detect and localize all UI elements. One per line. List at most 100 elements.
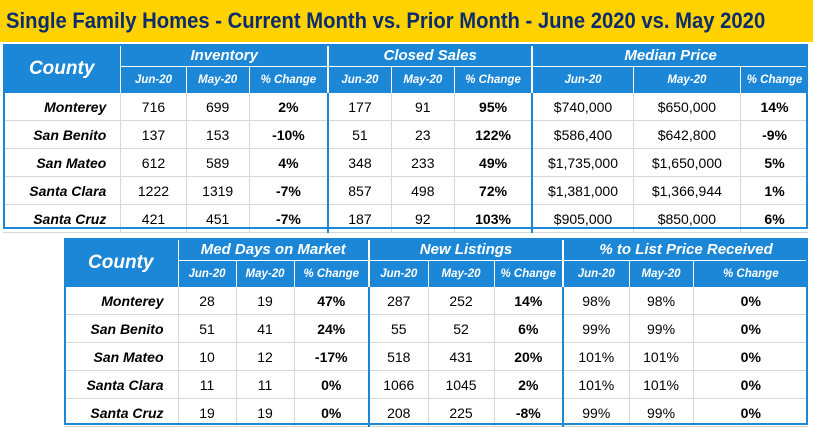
value-cell: $1,381,000 <box>531 176 634 205</box>
value-cell: 716 <box>120 93 187 121</box>
value-cell: 1222 <box>120 176 187 205</box>
percent-change-cell: 4% <box>248 148 329 177</box>
percent-change-cell: 2% <box>248 93 329 121</box>
value-cell: $850,000 <box>632 204 741 233</box>
percent-change-cell: 0% <box>293 398 370 427</box>
value-cell: 1045 <box>427 370 495 399</box>
subheader--change: % Change <box>493 260 564 287</box>
value-cell: $905,000 <box>531 204 634 233</box>
group-header-list-price-received: % to List Price Received <box>562 238 809 261</box>
table-row: Santa Cruz 19 19 0% 208 225 -8% 99% 99% 0% <box>64 398 809 427</box>
county-name: Santa Clara <box>64 370 178 399</box>
subheader-row: Jun-20 May-20% Change Jun-20 May-20% Change… <box>3 66 808 93</box>
subheader-may-20: May-20 <box>235 260 294 287</box>
subheader-jun-20: Jun-20 <box>368 260 429 287</box>
market-table-2: County Med Days on Market New Listings %… <box>64 238 809 427</box>
percent-change-cell: 6% <box>493 314 564 343</box>
value-cell: $740,000 <box>531 93 634 121</box>
subheader--change: % Change <box>453 66 533 93</box>
value-cell: 19 <box>235 287 294 315</box>
table-row: Monterey 716 699 2% 177 91 95% $740,000 $650,000… <box>3 93 808 121</box>
value-cell: 99% <box>628 398 694 427</box>
county-name: Monterey <box>64 287 178 315</box>
table-row: San Benito 51 41 24% 55 52 6% 99% 99% 0% <box>64 314 809 343</box>
percent-change-cell: 72% <box>453 176 533 205</box>
percent-change-cell: -10% <box>248 120 329 149</box>
table-row: San Benito 137 153 -10% 51 23 122% $586,400 $642… <box>3 120 808 149</box>
percent-change-cell: -17% <box>293 342 370 371</box>
value-cell: 431 <box>427 342 495 371</box>
group-header-median-price: Median Price <box>531 44 808 67</box>
value-cell: 612 <box>120 148 187 177</box>
value-cell: 55 <box>368 314 429 343</box>
table-row: San Mateo 10 12 -17% 518 431 20% 101% 101% 0% <box>64 342 809 371</box>
table-row: Monterey 28 19 47% 287 252 14% 98% 98% 0% <box>64 287 809 315</box>
value-cell: 99% <box>562 398 630 427</box>
percent-change-cell: 2% <box>493 370 564 399</box>
value-cell: $642,800 <box>632 120 741 149</box>
subheader-may-20: May-20 <box>390 66 455 93</box>
percent-change-cell: 20% <box>493 342 564 371</box>
percent-change-cell: -9% <box>740 120 808 149</box>
value-cell: 187 <box>327 204 392 233</box>
value-cell: 589 <box>185 148 250 177</box>
subheader--change: % Change <box>293 260 370 287</box>
county-header: County <box>3 44 122 93</box>
table-row: Santa Clara 1222 1319 -7% 857 498 72% $1,381,00… <box>3 176 808 205</box>
group-header-inventory: Inventory <box>190 46 258 64</box>
county-name: San Mateo <box>64 342 178 371</box>
value-cell: $1,735,000 <box>531 148 634 177</box>
group-header-new-listings: New Listings <box>368 238 564 261</box>
percent-change-cell: -7% <box>248 176 329 205</box>
subheader-row: Jun-20 May-20% Change Jun-20 May-20% Change… <box>64 260 809 287</box>
table-row: Santa Clara 11 11 0% 1066 1045 2% 101% 101% 0% <box>64 370 809 399</box>
value-cell: 51 <box>177 314 236 343</box>
value-cell: $586,400 <box>531 120 634 149</box>
percent-change-cell: 6% <box>740 204 808 233</box>
subheader--change: % Change <box>248 66 329 93</box>
market-table-1: County Inventory Closed Sales Median Pri… <box>3 44 808 233</box>
value-cell: 98% <box>562 287 630 315</box>
percent-change-cell: -7% <box>248 204 329 233</box>
subheader-jun-20: Jun-20 <box>327 66 392 93</box>
value-cell: 153 <box>185 120 250 149</box>
percent-change-cell: 0% <box>293 370 370 399</box>
percent-change-cell: 103% <box>453 204 533 233</box>
percent-change-cell: 14% <box>493 287 564 315</box>
value-cell: 99% <box>562 314 630 343</box>
subheader-jun-20: Jun-20 <box>177 260 236 287</box>
group-header-closed-sales: Closed Sales <box>327 44 533 67</box>
page-title: Single Family Homes - Current Month vs. … <box>6 8 766 33</box>
value-cell: 225 <box>427 398 495 427</box>
value-cell: 857 <box>327 176 392 205</box>
percent-change-cell: 122% <box>453 120 533 149</box>
subheader--change: % Change <box>692 260 809 287</box>
subheader-jun-20: Jun-20 <box>120 66 187 93</box>
subheader-may-20: May-20 <box>628 260 694 287</box>
value-cell: 98% <box>628 287 694 315</box>
value-cell: 101% <box>628 370 694 399</box>
percent-change-cell: 1% <box>740 176 808 205</box>
value-cell: 19 <box>177 398 236 427</box>
subheader-may-20: May-20 <box>185 66 250 93</box>
subheader-jun-20: Jun-20 <box>562 260 630 287</box>
value-cell: 348 <box>327 148 392 177</box>
subheader--change: % Change <box>740 66 808 93</box>
value-cell: 1319 <box>185 176 250 205</box>
value-cell: $650,000 <box>632 93 741 121</box>
value-cell: 177 <box>327 93 392 121</box>
value-cell: 51 <box>327 120 392 149</box>
percent-change-cell: 0% <box>692 342 809 371</box>
value-cell: 12 <box>235 342 294 371</box>
county-header: County <box>64 238 179 287</box>
value-cell: 19 <box>235 398 294 427</box>
county-name: Monterey <box>3 93 121 121</box>
value-cell: 41 <box>235 314 294 343</box>
value-cell: 518 <box>368 342 429 371</box>
percent-change-cell: 14% <box>740 93 808 121</box>
value-cell: 52 <box>427 314 495 343</box>
value-cell: 233 <box>390 148 455 177</box>
percent-change-cell: 0% <box>692 287 809 315</box>
value-cell: 101% <box>562 370 630 399</box>
county-name: San Mateo <box>3 148 121 177</box>
